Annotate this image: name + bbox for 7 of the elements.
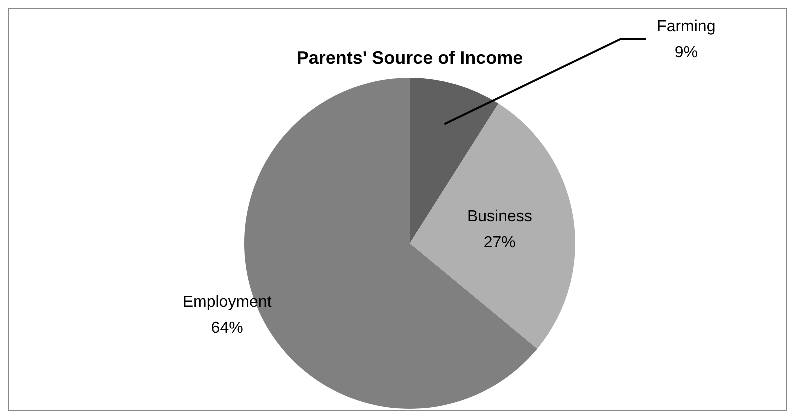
text: Parents' Source of Income: [296, 48, 524, 68]
slice-label: Employment: [182, 294, 272, 311]
slice-label: Business: [467, 208, 532, 226]
data-label: 27%: [484, 234, 516, 252]
data-label: 64%: [211, 320, 244, 337]
data-label: 9%: [674, 44, 698, 62]
slice-label: Farming: [657, 18, 716, 36]
